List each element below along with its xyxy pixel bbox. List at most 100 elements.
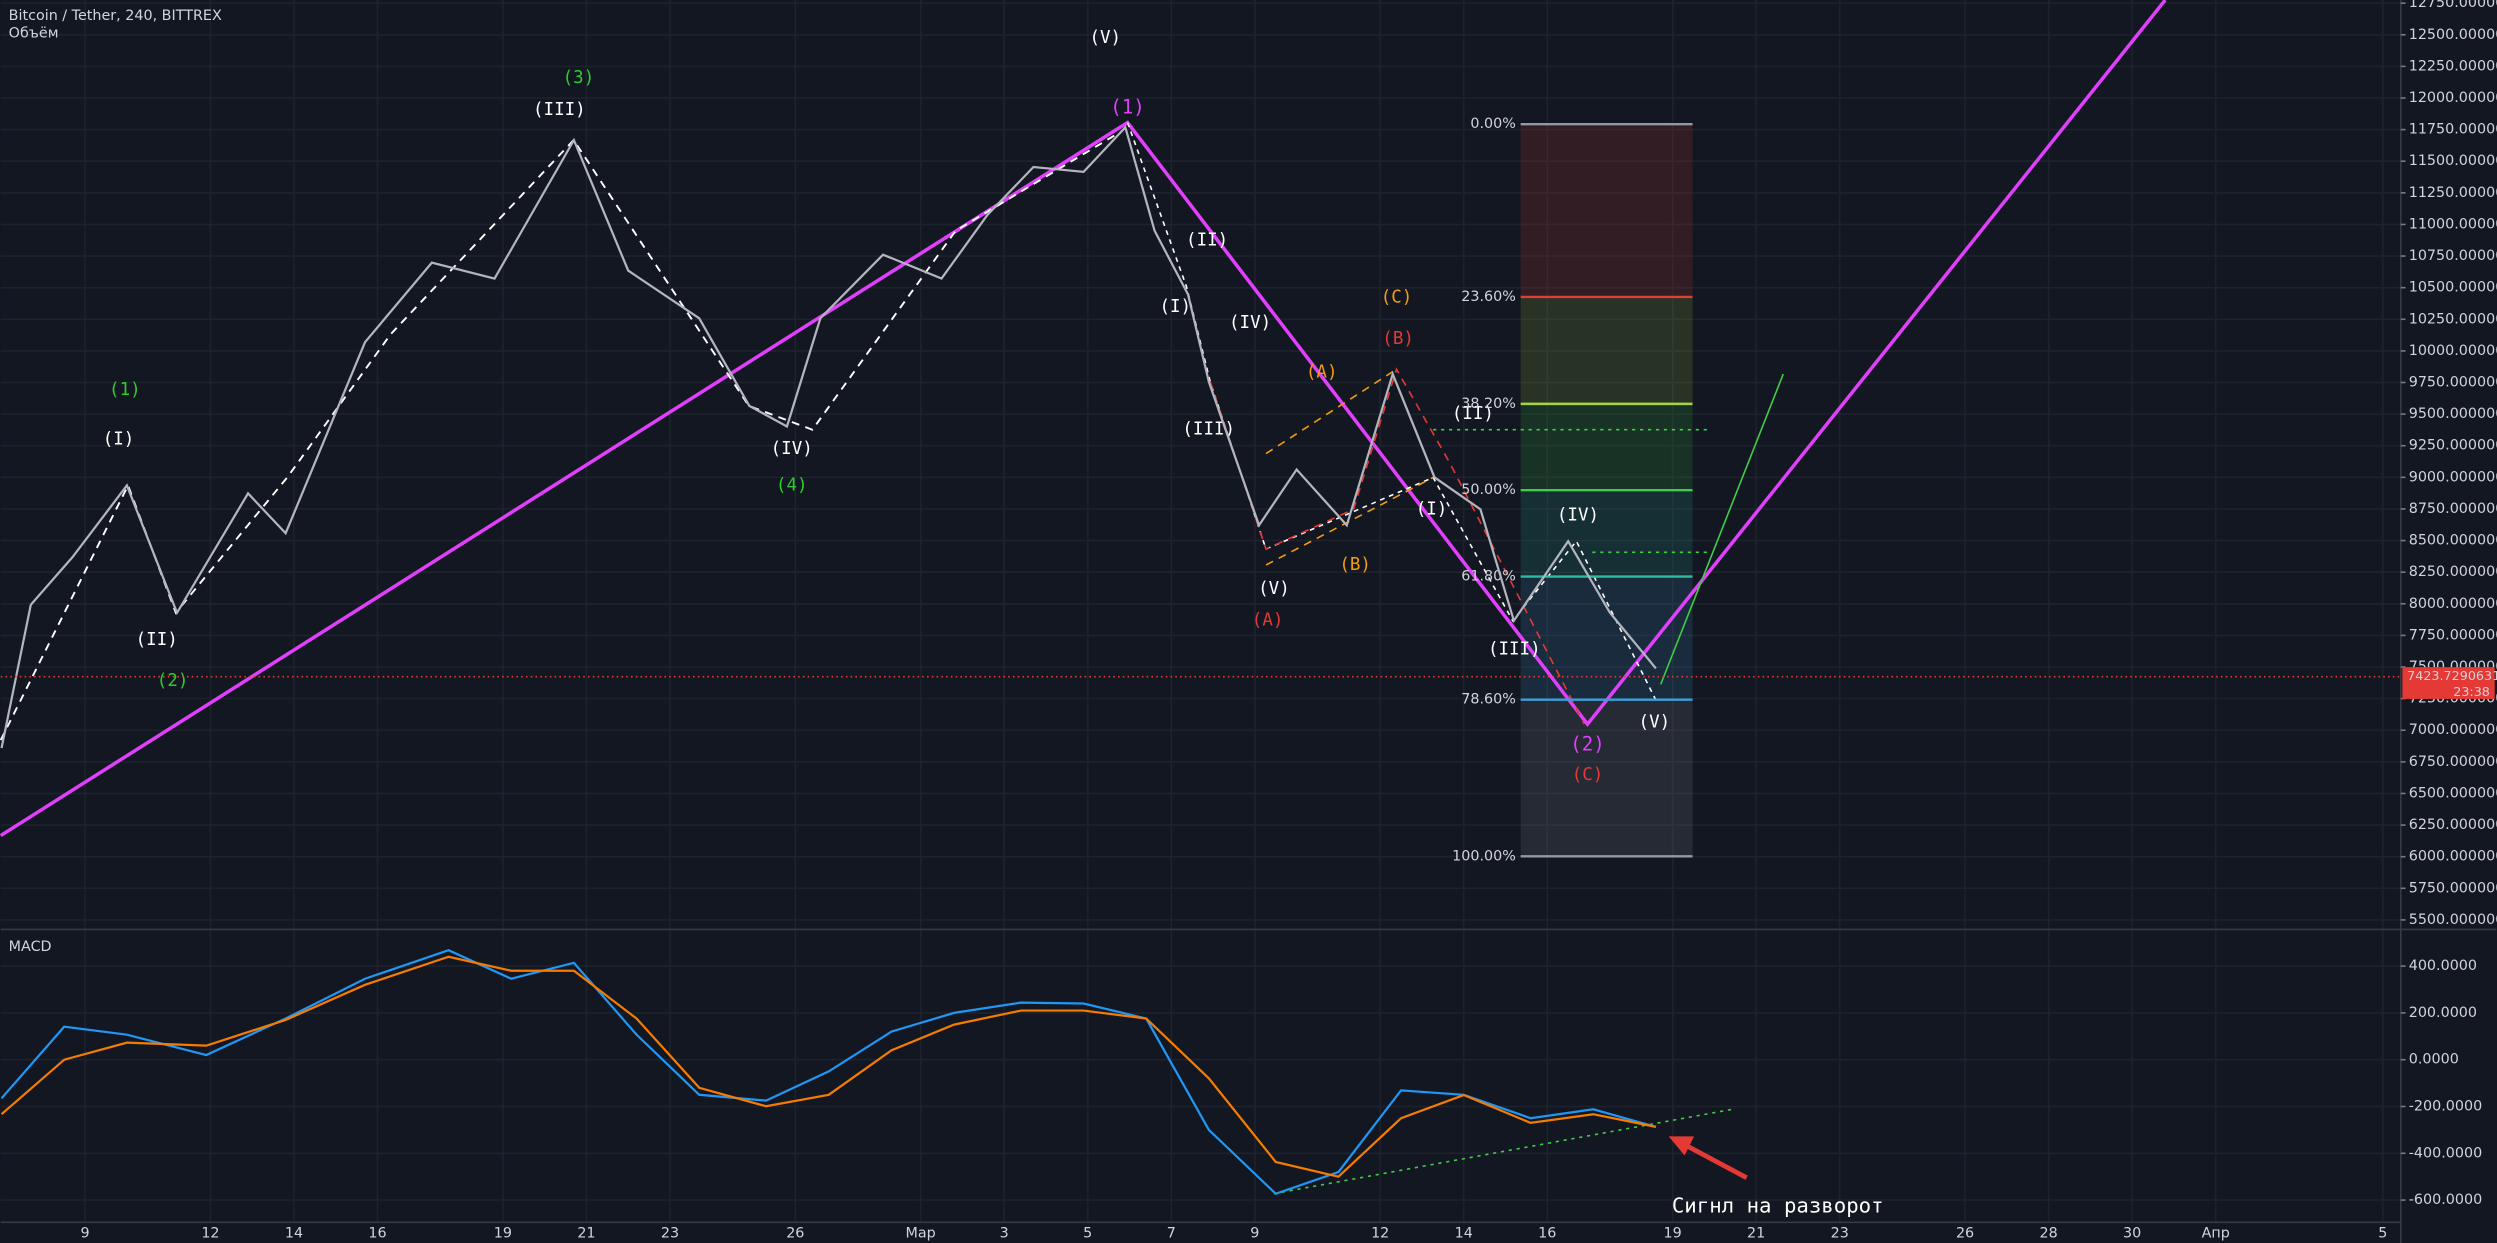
subtitle: Объём	[9, 25, 59, 41]
x-tick-label: 14	[1455, 1225, 1473, 1241]
wave-label: (I)	[1416, 499, 1448, 519]
y-tick-label: 8500.00000000	[2409, 533, 2497, 549]
y-tick-label: 200.0000	[2409, 1005, 2477, 1021]
annotation: Сигнл на разворот	[1672, 1193, 1884, 1217]
wave-drawing	[1126, 122, 1657, 701]
x-tick-label: 26	[786, 1225, 804, 1241]
x-tick-label: 19	[1664, 1225, 1682, 1241]
wave-label: (II)	[136, 630, 178, 650]
fib-zone	[1520, 490, 1693, 577]
y-tick-label: 7750.00000000	[2409, 627, 2497, 643]
x-tick-label: 14	[285, 1225, 303, 1241]
wave-label: (III)	[1182, 420, 1235, 440]
fib-zone	[1520, 124, 1693, 297]
fib-label: 23.60%	[1461, 289, 1516, 305]
wave-label: (2)	[157, 671, 189, 691]
y-tick-label: 12250.00000000	[2409, 58, 2497, 74]
fib-label: 38.20%	[1461, 396, 1516, 412]
arrow-drawing	[1659, 373, 1785, 685]
wave-label: (IV)	[1229, 313, 1271, 333]
wave-label: (2)	[1570, 732, 1604, 755]
fib-label: 78.60%	[1461, 692, 1516, 708]
x-tick-label: 23	[1831, 1225, 1849, 1241]
y-tick-label: 6250.00000000	[2409, 817, 2497, 833]
y-tick-label: 8750.00000000	[2409, 501, 2497, 517]
fib-zone	[1520, 296, 1693, 404]
x-tick-label: 16	[368, 1225, 386, 1241]
wave-label: (C)	[1572, 765, 1604, 785]
x-tick-label: 19	[494, 1225, 512, 1241]
series-line	[0, 955, 1657, 1178]
arrow-head	[1668, 1136, 1695, 1156]
y-tick-label: 5750.00000000	[2409, 880, 2497, 896]
plot-layer	[0, 0, 2401, 1223]
x-tick-label: 21	[577, 1225, 595, 1241]
x-tick-label: 21	[1747, 1225, 1765, 1241]
series-line	[0, 948, 1657, 1196]
fib-label: 0.00%	[1470, 116, 1515, 132]
wave-label: (V)	[1258, 579, 1290, 599]
y-tick-label: 8000.00000000	[2409, 596, 2497, 612]
x-tick-label: 28	[2039, 1225, 2057, 1241]
wave-label: (II)	[1452, 404, 1494, 424]
x-tick-label: 7	[1167, 1225, 1176, 1241]
channel-drawing	[1265, 368, 1397, 455]
y-tick-label: 6500.00000000	[2409, 785, 2497, 801]
fib-label: 50.00%	[1461, 482, 1516, 498]
wave-label: (III)	[533, 100, 586, 120]
y-tick-label: 10250.00000000	[2409, 311, 2497, 327]
wave-label: (A)	[1252, 611, 1284, 631]
x-tick-label: 12	[1371, 1225, 1389, 1241]
price-label: 7423.72906319	[2407, 669, 2497, 684]
fib-zone	[1520, 699, 1693, 857]
wave-label: (1)	[1110, 96, 1144, 119]
wave-label: (I)	[1159, 297, 1191, 317]
x-tick-label: 5	[1083, 1225, 1092, 1241]
x-tick-label: 9	[81, 1225, 90, 1241]
y-tick-label: 11500.00000000	[2409, 153, 2497, 169]
fib-label: 61.80%	[1461, 569, 1516, 585]
x-tick-label: 16	[1538, 1225, 1556, 1241]
x-tick-label: 3	[1000, 1225, 1009, 1241]
x-tick-label: Апр	[2202, 1225, 2230, 1241]
level-drawing	[1273, 1108, 1733, 1195]
x-tick-label: 12	[201, 1225, 219, 1241]
x-tick-label: 5	[2378, 1225, 2387, 1241]
y-tick-label: -600.0000	[2409, 1192, 2482, 1208]
wave-label: (3)	[563, 68, 595, 88]
y-tick-label: 9000.00000000	[2409, 469, 2497, 485]
x-tick-label: Мар	[906, 1225, 936, 1241]
y-tick-label: 6000.00000000	[2409, 849, 2497, 865]
wave-label: (I)	[103, 429, 135, 449]
pane-title: MACD	[9, 939, 52, 955]
wave-label: (B)	[1382, 329, 1414, 349]
wave-label: (III)	[1488, 639, 1541, 659]
wave-label: (A)	[1306, 362, 1338, 382]
y-tick-label: 12750.00000000	[2409, 0, 2497, 11]
y-tick-label: 9750.00000000	[2409, 375, 2497, 391]
price-badge	[2402, 667, 2495, 699]
y-tick-label: 400.0000	[2409, 958, 2477, 974]
x-tick-label: 9	[1250, 1225, 1259, 1241]
wave-label: (IV)	[771, 439, 813, 459]
wave-label: (V)	[1639, 713, 1671, 733]
y-tick-label: 11750.00000000	[2409, 122, 2497, 138]
wave-label: (II)	[1186, 230, 1228, 250]
y-tick-label: 7000.00000000	[2409, 722, 2497, 738]
y-tick-label: 0.0000	[2409, 1052, 2459, 1068]
chart-title: Bitcoin / Tether, 240, BITTREX	[9, 8, 222, 24]
y-tick-label: 9250.00000000	[2409, 438, 2497, 454]
y-tick-label: 10750.00000000	[2409, 248, 2497, 264]
wave-label: (1)	[109, 380, 141, 400]
y-tick-label: 11000.00000000	[2409, 216, 2497, 232]
wave-label: (B)	[1339, 555, 1371, 575]
x-tick-label: 30	[2123, 1225, 2141, 1241]
wave-label: (V)	[1089, 28, 1121, 48]
y-tick-label: 12500.00000000	[2409, 27, 2497, 43]
y-tick-label: 9500.00000000	[2409, 406, 2497, 422]
wave-drawing	[0, 134, 1116, 741]
fib-zone	[1520, 403, 1693, 491]
x-tick-label: 26	[1956, 1225, 1974, 1241]
